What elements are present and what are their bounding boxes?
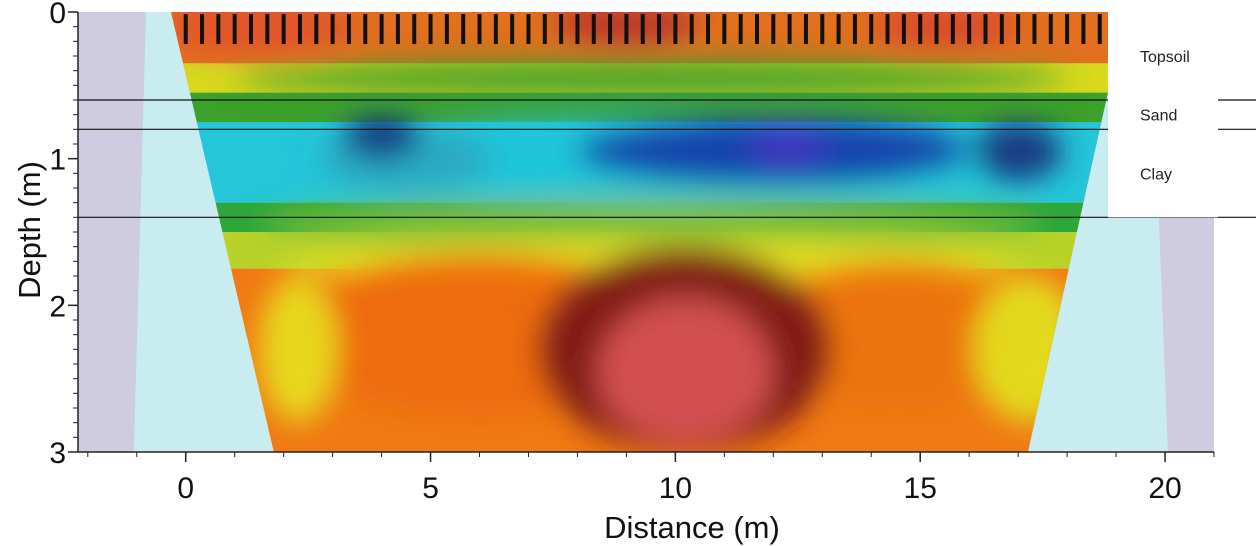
resistivity-zone [342,114,421,159]
y-tick-label: 0 [49,0,66,30]
resistivity-zone [234,59,1068,97]
depth-band [171,92,1126,122]
resistivity-zones [171,12,1082,452]
resistivity-zone [871,12,1019,49]
y-tick-label: 2 [49,290,66,323]
electrode-markers [183,14,1119,44]
resistivity-zone [259,276,338,423]
resistivity-zone [171,12,358,53]
x-tick-label: 5 [422,472,439,505]
layer-boundaries [78,99,1256,218]
y-tick-label: 3 [49,437,66,470]
layer-label: Clay [1140,166,1172,183]
x-tick-label: 0 [177,472,194,505]
y-axis-title: Depth (m) [12,161,47,299]
layer-label: Topsoil [1140,49,1190,66]
resistivity-section [171,12,1126,452]
layer-label: Sand [1140,108,1177,125]
y-tick-label: 1 [49,144,66,177]
resistivity-zone [748,124,828,169]
resistivity-zone [974,121,1063,181]
x-tick-label: 20 [1148,472,1181,505]
x-axis-title: Distance (m) [604,510,780,545]
layer-labels: Topsoil Sand Clay [1108,12,1218,218]
edge-wedge-left [133,12,274,452]
axes: 0 5 10 15 20 0 1 2 3 [49,0,1215,505]
resistivity-zone [597,298,774,445]
resistivity-zone [259,199,1043,251]
layer-label-panel [1108,12,1218,218]
x-tick-label: 10 [659,472,692,505]
x-tick-label: 15 [904,472,937,505]
